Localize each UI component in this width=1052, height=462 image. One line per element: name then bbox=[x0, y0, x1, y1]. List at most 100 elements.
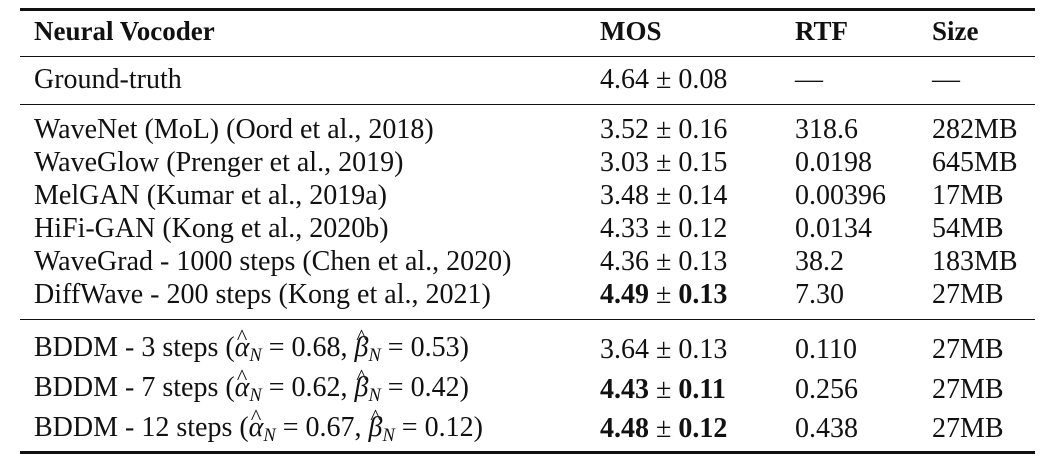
mos-mean: 4.33 bbox=[600, 213, 649, 244]
beta-value: 0.53 bbox=[410, 332, 460, 363]
results-table: Neural Vocoder MOS RTF Size Ground-truth… bbox=[20, 0, 1035, 462]
beta-symbol: β bbox=[354, 332, 369, 363]
row-rtf: 0.00396 bbox=[795, 180, 886, 211]
beta-hat: β bbox=[355, 374, 369, 402]
eq-symbol: = bbox=[282, 412, 299, 443]
mos-std: 0.12 bbox=[678, 413, 728, 444]
ground-truth-size: — bbox=[932, 64, 960, 95]
comma: , bbox=[340, 372, 348, 403]
row-rtf: 0.0134 bbox=[795, 213, 872, 244]
comma: , bbox=[340, 332, 348, 363]
header-size: Size bbox=[932, 16, 979, 46]
alpha-value: 0.67 bbox=[305, 412, 355, 443]
row-size: 27MB bbox=[932, 334, 1004, 365]
mos-std: 0.14 bbox=[678, 180, 728, 211]
eq-symbol: = bbox=[387, 332, 404, 363]
bddm-prefix: BDDM - 12 steps ( bbox=[34, 412, 249, 443]
row-mos: 4.49 ± 0.13 bbox=[600, 281, 727, 309]
pm-symbol: ± bbox=[656, 147, 672, 178]
eq-symbol: = bbox=[268, 332, 285, 363]
bddm-prefix: BDDM - 7 steps ( bbox=[34, 372, 235, 403]
row-size: 17MB bbox=[932, 180, 1004, 211]
row-rtf: 0.110 bbox=[795, 334, 857, 365]
alpha-symbol: α bbox=[248, 412, 264, 443]
row-rtf: 38.2 bbox=[795, 246, 844, 277]
beta-hat: β bbox=[369, 414, 383, 442]
eq-symbol: = bbox=[387, 372, 404, 403]
mos-mean: 3.48 bbox=[600, 180, 649, 211]
pm-symbol: ± bbox=[656, 246, 672, 277]
mos-mean: 3.52 bbox=[600, 114, 649, 145]
row-mos: 4.36 ± 0.13 bbox=[600, 248, 727, 276]
mos-mean: 4.48 bbox=[600, 413, 649, 444]
bddm-prefix: BDDM - 3 steps ( bbox=[34, 332, 235, 363]
header-rule bbox=[20, 56, 1035, 58]
subscript-n: N bbox=[368, 345, 381, 366]
row-mos: 4.48 ± 0.12 bbox=[600, 415, 727, 443]
mos-std: 0.13 bbox=[678, 279, 728, 310]
header-mos: MOS bbox=[600, 16, 662, 46]
close-paren: ) bbox=[473, 412, 483, 443]
pm-symbol: ± bbox=[656, 279, 672, 310]
beta-value: 0.12 bbox=[424, 412, 474, 443]
row-mos: 3.03 ± 0.15 bbox=[600, 149, 727, 177]
ground-truth-rule bbox=[20, 104, 1035, 106]
alpha-hat: α bbox=[235, 374, 250, 402]
beta-value: 0.42 bbox=[410, 372, 460, 403]
beta-hat: β bbox=[355, 334, 369, 362]
header-vocoder: Neural Vocoder bbox=[34, 16, 215, 46]
pm-symbol: ± bbox=[656, 114, 672, 145]
row-name: WaveNet (MoL) (Oord et al., 2018) bbox=[34, 114, 434, 145]
pm-symbol: ± bbox=[656, 180, 672, 211]
row-size: 645MB bbox=[932, 147, 1018, 178]
alpha-value: 0.68 bbox=[291, 332, 341, 363]
beta-symbol: β bbox=[368, 412, 383, 443]
mos-mean: 4.49 bbox=[600, 279, 649, 310]
mos-std: 0.12 bbox=[678, 213, 728, 244]
mos-mean: 3.03 bbox=[600, 147, 649, 178]
pm-symbol: ± bbox=[656, 213, 672, 244]
close-paren: ) bbox=[459, 332, 469, 363]
row-rtf: 7.30 bbox=[795, 279, 844, 310]
row-size: 27MB bbox=[932, 374, 1004, 405]
row-mos: 3.64 ± 0.13 bbox=[600, 336, 727, 364]
pm-symbol: ± bbox=[656, 64, 672, 95]
row-name: MelGAN (Kumar et al., 2019a) bbox=[34, 180, 388, 211]
row-mos: 4.43 ± 0.11 bbox=[600, 376, 726, 404]
row-name: HiFi-GAN (Kong et al., 2020b) bbox=[34, 213, 389, 244]
row-name: BDDM - 3 steps (αN = 0.68, βN = 0.53) bbox=[34, 334, 469, 365]
mos-mean: 3.64 bbox=[600, 334, 649, 365]
row-size: 27MB bbox=[932, 279, 1004, 310]
subscript-n: N bbox=[249, 385, 262, 406]
ground-truth-rtf: — bbox=[795, 64, 823, 95]
mos-std: 0.15 bbox=[678, 147, 728, 178]
mos-mean: 4.64 bbox=[600, 64, 649, 95]
row-rtf: 318.6 bbox=[795, 114, 858, 145]
alpha-symbol: α bbox=[234, 332, 250, 363]
eq-symbol: = bbox=[268, 372, 285, 403]
mos-std: 0.16 bbox=[678, 114, 728, 145]
header-rtf: RTF bbox=[795, 16, 849, 46]
ground-truth-name: Ground-truth bbox=[34, 64, 182, 95]
ground-truth-mos: 4.64 ± 0.08 bbox=[600, 66, 727, 94]
mos-std: 0.13 bbox=[678, 246, 728, 277]
row-size: 183MB bbox=[932, 246, 1018, 277]
bottom-rule bbox=[20, 451, 1035, 454]
mos-mean: 4.43 bbox=[600, 374, 649, 405]
pm-symbol: ± bbox=[656, 374, 672, 405]
mos-std: 0.13 bbox=[678, 334, 728, 365]
pm-symbol: ± bbox=[656, 413, 672, 444]
row-mos: 3.48 ± 0.14 bbox=[600, 182, 727, 210]
row-rtf: 0.0198 bbox=[795, 147, 872, 178]
row-size: 54MB bbox=[932, 213, 1004, 244]
mos-mean: 4.36 bbox=[600, 246, 649, 277]
pm-symbol: ± bbox=[656, 334, 672, 365]
row-name: BDDM - 12 steps (αN = 0.67, βN = 0.12) bbox=[34, 414, 483, 445]
alpha-symbol: α bbox=[234, 372, 250, 403]
row-name: WaveGrad - 1000 steps (Chen et al., 2020… bbox=[34, 246, 512, 277]
close-paren: ) bbox=[459, 372, 469, 403]
row-mos: 4.33 ± 0.12 bbox=[600, 215, 727, 243]
subscript-n: N bbox=[249, 345, 262, 366]
alpha-hat: α bbox=[249, 414, 264, 442]
mos-std: 0.11 bbox=[678, 374, 726, 405]
